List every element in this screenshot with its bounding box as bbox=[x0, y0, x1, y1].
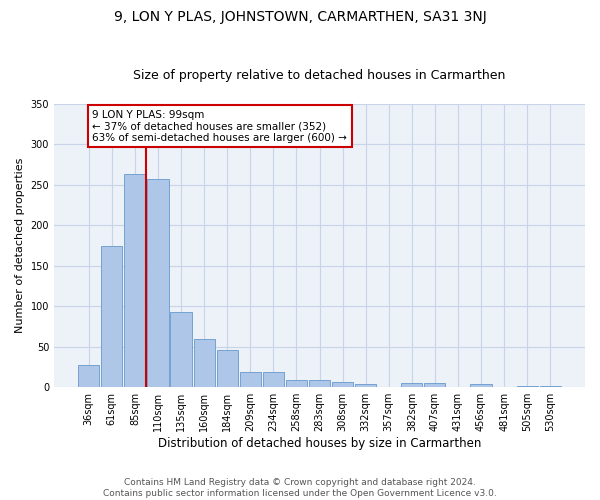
Bar bbox=[170, 312, 191, 387]
Y-axis label: Number of detached properties: Number of detached properties bbox=[15, 158, 25, 334]
Text: 9 LON Y PLAS: 99sqm
← 37% of detached houses are smaller (352)
63% of semi-detac: 9 LON Y PLAS: 99sqm ← 37% of detached ho… bbox=[92, 110, 347, 143]
Text: 9, LON Y PLAS, JOHNSTOWN, CARMARTHEN, SA31 3NJ: 9, LON Y PLAS, JOHNSTOWN, CARMARTHEN, SA… bbox=[113, 10, 487, 24]
Bar bbox=[239, 372, 261, 387]
Bar bbox=[470, 384, 491, 387]
Text: Contains HM Land Registry data © Crown copyright and database right 2024.
Contai: Contains HM Land Registry data © Crown c… bbox=[103, 478, 497, 498]
Bar bbox=[401, 383, 422, 387]
Bar bbox=[194, 338, 215, 387]
Bar bbox=[101, 246, 122, 387]
Bar bbox=[539, 386, 561, 387]
Title: Size of property relative to detached houses in Carmarthen: Size of property relative to detached ho… bbox=[133, 69, 506, 82]
Bar bbox=[148, 180, 169, 387]
X-axis label: Distribution of detached houses by size in Carmarthen: Distribution of detached houses by size … bbox=[158, 437, 481, 450]
Bar bbox=[124, 174, 146, 387]
Bar bbox=[263, 372, 284, 387]
Bar bbox=[309, 380, 330, 387]
Bar bbox=[286, 380, 307, 387]
Bar bbox=[217, 350, 238, 387]
Bar bbox=[332, 382, 353, 387]
Bar bbox=[355, 384, 376, 387]
Bar bbox=[517, 386, 538, 387]
Bar bbox=[424, 383, 445, 387]
Bar bbox=[78, 366, 100, 387]
